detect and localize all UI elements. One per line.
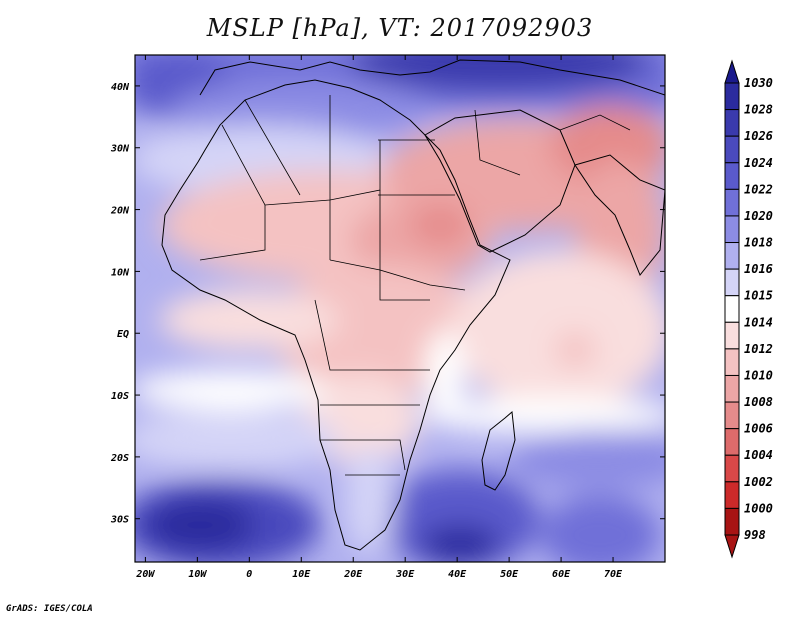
y-tick-label: 20N — [110, 206, 130, 217]
y-tick-label: 10S — [111, 391, 129, 402]
colorbar-top-arrow — [724, 59, 740, 84]
colorbar: 1030 1028 1026 1024 1022 1020 1018 1016 1015 1014… — [724, 59, 773, 559]
y-tick-label: 20S — [110, 453, 129, 464]
colorbar-label: 1008 — [744, 395, 773, 409]
x-tick-label: 50E — [500, 569, 519, 580]
x-tick-label: 10E — [292, 569, 311, 580]
colorbar-swatch — [724, 109, 740, 137]
colorbar-swatch — [724, 321, 740, 350]
y-tick-label: 40N — [111, 82, 130, 93]
x-tick-label: 60E — [552, 569, 571, 580]
colorbar-swatch — [724, 135, 740, 164]
axis-ticks: 20W 10W 0 10E 20E 30E 40E 50E 60E 70E 40N 30N 20N 10N… — [110, 55, 665, 580]
colorbar-label: 1012 — [744, 342, 773, 356]
africa-coastline — [161, 79, 511, 551]
arabia-coastline — [424, 109, 576, 253]
colorbar-swatch — [724, 268, 740, 297]
colorbar-label: 998 — [744, 528, 766, 542]
colorbar-label: 1015 — [744, 289, 773, 303]
colorbar-label: 1018 — [744, 236, 773, 250]
colorbar-swatch — [724, 348, 740, 376]
coastlines — [161, 59, 665, 551]
colorbar-swatch — [724, 242, 740, 270]
colorbar-swatch — [724, 215, 740, 244]
colorbar-label: 1004 — [744, 448, 773, 462]
colorbar-label: 1020 — [744, 209, 773, 223]
colorbar-swatch — [724, 162, 740, 190]
x-tick-label: 70E — [604, 569, 623, 580]
x-tick-label: 30E — [395, 569, 415, 580]
pressure-field — [135, 55, 665, 562]
colorbar-label: 1014 — [744, 315, 773, 329]
x-tick-label: 40E — [448, 569, 467, 580]
madagascar-coastline — [481, 411, 516, 491]
x-tick-label: 10W — [188, 569, 207, 580]
colorbar-bottom-arrow — [724, 534, 740, 559]
colorbar-swatch — [724, 374, 740, 403]
y-tick-label: 10N — [111, 267, 130, 278]
credit-label: GrADS: IGES/COLA — [6, 604, 93, 614]
y-tick-label: 30S — [110, 515, 129, 526]
colorbar-swatch — [724, 428, 740, 456]
country-borders — [199, 95, 631, 476]
colorbar-label: 1026 — [744, 129, 773, 143]
y-tick-label: 30N — [110, 144, 130, 155]
colorbar-label: 1030 — [744, 76, 773, 90]
colorbar-label: 1016 — [744, 262, 773, 276]
colorbar-swatch — [724, 481, 740, 509]
colorbar-label: 1024 — [744, 156, 773, 170]
y-tick-label: EQ — [117, 329, 129, 340]
x-tick-label: 20E — [343, 569, 363, 580]
x-tick-label: 20W — [135, 569, 155, 580]
colorbar-swatch — [724, 454, 740, 483]
india-coastline — [574, 154, 665, 276]
colorbar-label: 1028 — [744, 103, 773, 117]
colorbar-swatch — [724, 507, 740, 536]
colorbar-label: 1006 — [744, 422, 773, 436]
colorbar-label: 1000 — [744, 501, 773, 515]
colorbar-swatch — [724, 295, 740, 323]
colorbar-swatch — [724, 82, 740, 111]
x-tick-label: 0 — [246, 569, 252, 580]
plot-frame — [134, 54, 666, 563]
map-title: MSLP [hPa], VT: 2017092903 — [206, 14, 594, 42]
colorbar-label: 1002 — [744, 475, 773, 489]
colorbar-swatch — [724, 188, 740, 217]
colorbar-swatch — [724, 401, 740, 430]
europe-coastline — [199, 59, 665, 96]
colorbar-label: 1010 — [744, 368, 773, 382]
colorbar-label: 1022 — [744, 182, 773, 196]
